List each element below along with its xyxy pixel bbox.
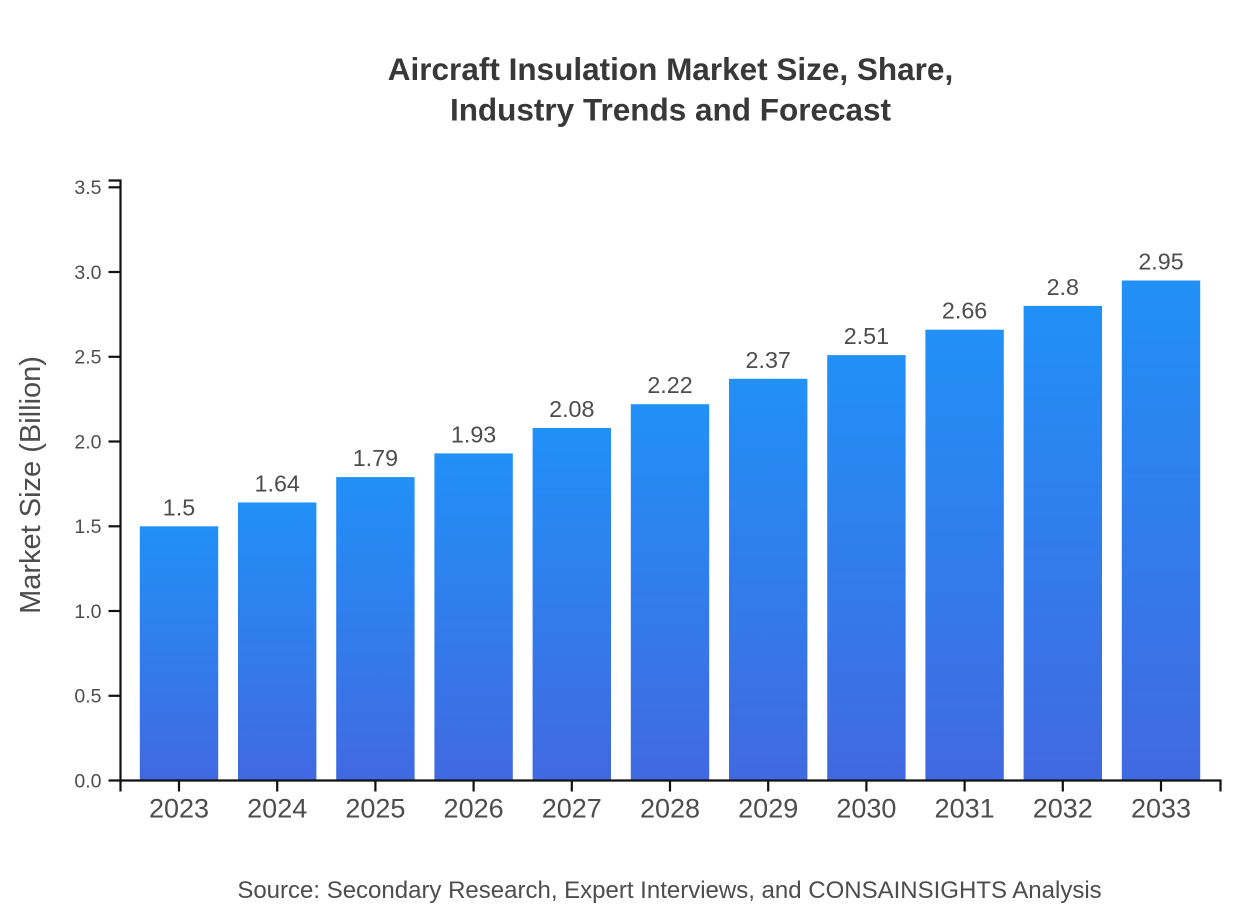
svg-text:2.8: 2.8 [1047, 274, 1079, 300]
svg-text:1.0: 1.0 [74, 601, 101, 623]
svg-text:2031: 2031 [935, 794, 995, 824]
svg-text:2.5: 2.5 [74, 347, 101, 369]
svg-text:3.5: 3.5 [74, 177, 101, 199]
svg-text:2.37: 2.37 [746, 347, 791, 373]
svg-text:2024: 2024 [247, 794, 307, 824]
svg-text:2033: 2033 [1131, 794, 1191, 824]
svg-text:2025: 2025 [345, 794, 405, 824]
svg-text:2026: 2026 [444, 794, 504, 824]
svg-text:2.0: 2.0 [74, 431, 101, 453]
svg-text:0.0: 0.0 [74, 770, 101, 792]
svg-text:1.64: 1.64 [255, 471, 300, 497]
svg-text:1.79: 1.79 [353, 445, 398, 471]
svg-text:2.51: 2.51 [844, 323, 889, 349]
svg-text:2.66: 2.66 [942, 298, 987, 324]
svg-text:2029: 2029 [738, 794, 798, 824]
svg-text:1.93: 1.93 [451, 421, 496, 447]
svg-text:2023: 2023 [149, 794, 209, 824]
svg-text:Aircraft Insulation Market Siz: Aircraft Insulation Market Size, Share, [388, 51, 953, 87]
svg-text:1.5: 1.5 [74, 516, 101, 538]
svg-text:2032: 2032 [1033, 794, 1093, 824]
svg-text:2028: 2028 [640, 794, 700, 824]
svg-text:1.5: 1.5 [163, 494, 195, 520]
svg-text:Source: Secondary Research, Ex: Source: Secondary Research, Expert Inter… [237, 877, 1101, 904]
svg-text:3.0: 3.0 [74, 262, 101, 284]
svg-text:2.08: 2.08 [549, 396, 594, 422]
svg-text:Industry Trends and Forecast: Industry Trends and Forecast [450, 92, 892, 128]
svg-text:Market Size (Billion): Market Size (Billion) [15, 356, 47, 614]
svg-text:2030: 2030 [836, 794, 896, 824]
svg-text:2027: 2027 [542, 794, 602, 824]
svg-text:0.5: 0.5 [74, 686, 101, 708]
svg-text:2.22: 2.22 [647, 372, 692, 398]
svg-text:2.95: 2.95 [1138, 249, 1183, 275]
